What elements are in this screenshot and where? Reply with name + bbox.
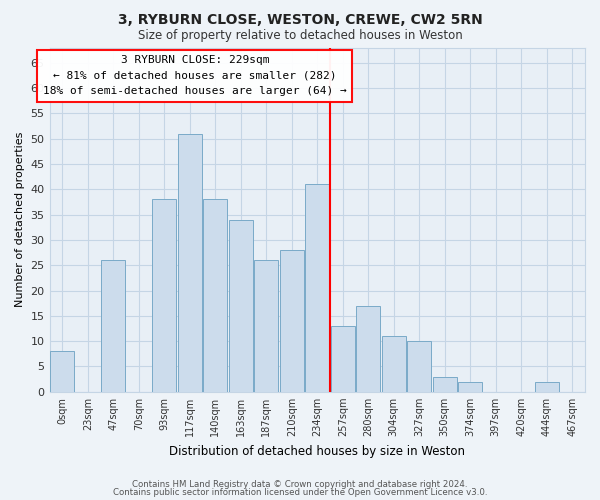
Bar xyxy=(50,352,74,392)
Bar xyxy=(458,382,482,392)
Bar xyxy=(280,250,304,392)
Bar xyxy=(535,382,559,392)
Bar xyxy=(382,336,406,392)
Bar xyxy=(101,260,125,392)
Bar xyxy=(331,326,355,392)
Text: 3 RYBURN CLOSE: 229sqm
← 81% of detached houses are smaller (282)
18% of semi-de: 3 RYBURN CLOSE: 229sqm ← 81% of detached… xyxy=(43,55,347,96)
X-axis label: Distribution of detached houses by size in Weston: Distribution of detached houses by size … xyxy=(169,444,465,458)
Text: 3, RYBURN CLOSE, WESTON, CREWE, CW2 5RN: 3, RYBURN CLOSE, WESTON, CREWE, CW2 5RN xyxy=(118,12,482,26)
Bar xyxy=(203,200,227,392)
Bar xyxy=(356,306,380,392)
Bar xyxy=(305,184,329,392)
Text: Contains public sector information licensed under the Open Government Licence v3: Contains public sector information licen… xyxy=(113,488,487,497)
Y-axis label: Number of detached properties: Number of detached properties xyxy=(15,132,25,308)
Bar xyxy=(152,200,176,392)
Text: Contains HM Land Registry data © Crown copyright and database right 2024.: Contains HM Land Registry data © Crown c… xyxy=(132,480,468,489)
Bar xyxy=(229,220,253,392)
Text: Size of property relative to detached houses in Weston: Size of property relative to detached ho… xyxy=(137,29,463,42)
Bar xyxy=(178,134,202,392)
Bar xyxy=(254,260,278,392)
Bar xyxy=(433,376,457,392)
Bar xyxy=(407,341,431,392)
